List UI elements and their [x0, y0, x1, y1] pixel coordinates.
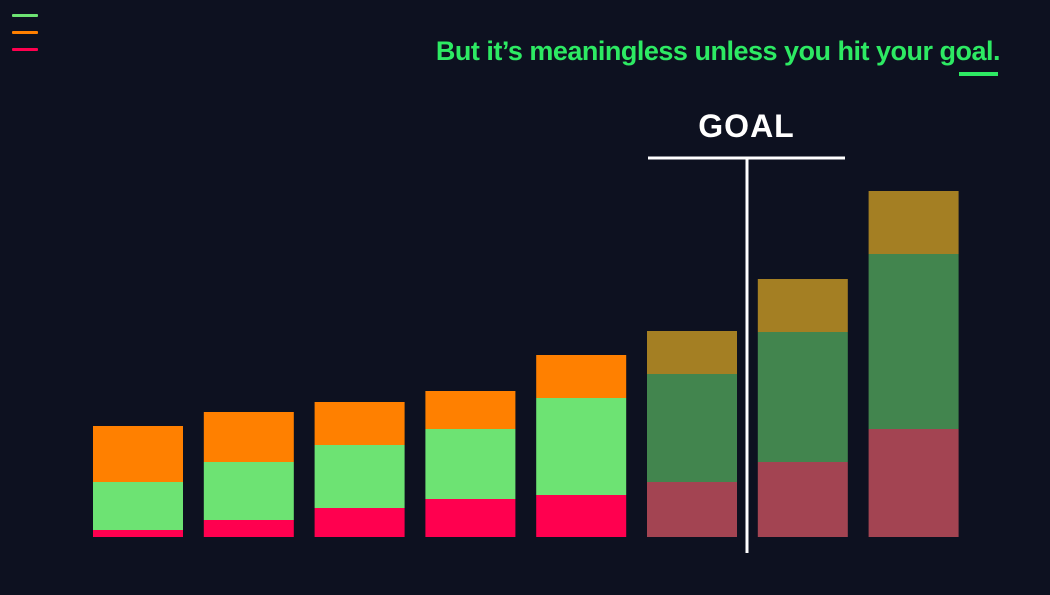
bar-4-segment-2 [425, 429, 516, 499]
goal-marker [648, 156, 845, 553]
bar-8-segment-3 [868, 191, 959, 254]
goal-label: GOAL [698, 108, 795, 144]
bar-3-segment-2 [314, 445, 405, 508]
bar-8-segment-1 [868, 429, 959, 537]
goal-word-underline [959, 72, 998, 76]
bar-4-segment-3 [425, 391, 516, 429]
bar-1-segment-1 [93, 530, 183, 537]
hamburger-menu-icon[interactable] [12, 12, 38, 56]
bar-5-segment-3 [536, 355, 627, 398]
bars-group [93, 191, 959, 537]
bar-6-segment-2 [647, 374, 737, 482]
menu-line-middle [12, 31, 38, 34]
bar-1-segment-2 [93, 482, 183, 530]
bar-7-segment-1 [757, 462, 848, 537]
bar-1-segment-3 [93, 426, 183, 482]
bar-2-segment-3 [203, 412, 294, 462]
bar-2-segment-1 [203, 520, 294, 537]
bar-6-segment-3 [647, 331, 737, 374]
bar-4-segment-1 [425, 499, 516, 537]
headline: But it’s meaningless unless you hit your… [435, 36, 1001, 66]
menu-line-top [12, 14, 38, 17]
bar-3-segment-1 [314, 508, 405, 537]
bar-5-segment-1 [536, 495, 627, 537]
menu-line-bottom [12, 48, 38, 51]
bar-7-segment-2 [757, 332, 848, 462]
bar-7-segment-3 [757, 279, 848, 332]
bar-8-segment-2 [868, 254, 959, 429]
bar-2-segment-2 [203, 462, 294, 520]
bar-6-segment-1 [647, 482, 737, 537]
bar-3-segment-3 [314, 402, 405, 445]
bar-5-segment-2 [536, 398, 627, 495]
